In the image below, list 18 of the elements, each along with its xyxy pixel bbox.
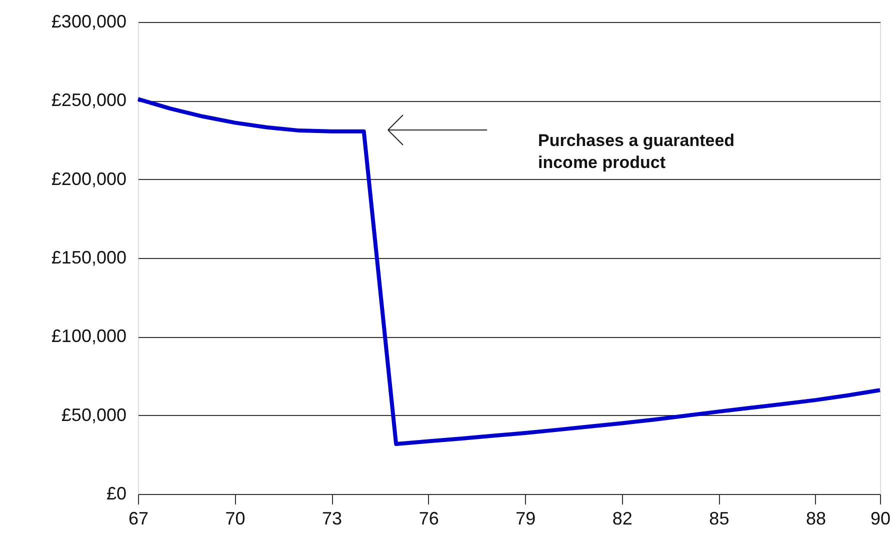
y-tick-label: £250,000: [51, 90, 126, 110]
y-tick-label: £100,000: [51, 326, 126, 346]
x-tick-label: 70: [225, 508, 246, 528]
y-tick-label: £50,000: [61, 404, 126, 425]
x-tick-label: 67: [128, 508, 149, 528]
x-tick-label: 85: [709, 508, 730, 528]
x-tick-label: 90: [870, 508, 891, 528]
x-tick-label: 79: [516, 508, 536, 528]
annotation: Purchases a guaranteed income product: [538, 131, 735, 172]
y-tick-label: £150,000: [51, 248, 126, 268]
x-tick-label: 88: [806, 508, 826, 528]
y-tick-label: £200,000: [51, 168, 126, 189]
x-tick-label: 82: [612, 508, 632, 528]
x-tick-label: 73: [322, 508, 342, 528]
y-tick-label: £0: [106, 484, 126, 504]
line-series: [136, 97, 882, 446]
y-tick-label: £300,000: [51, 12, 126, 32]
x-tick-label: 76: [418, 508, 439, 528]
